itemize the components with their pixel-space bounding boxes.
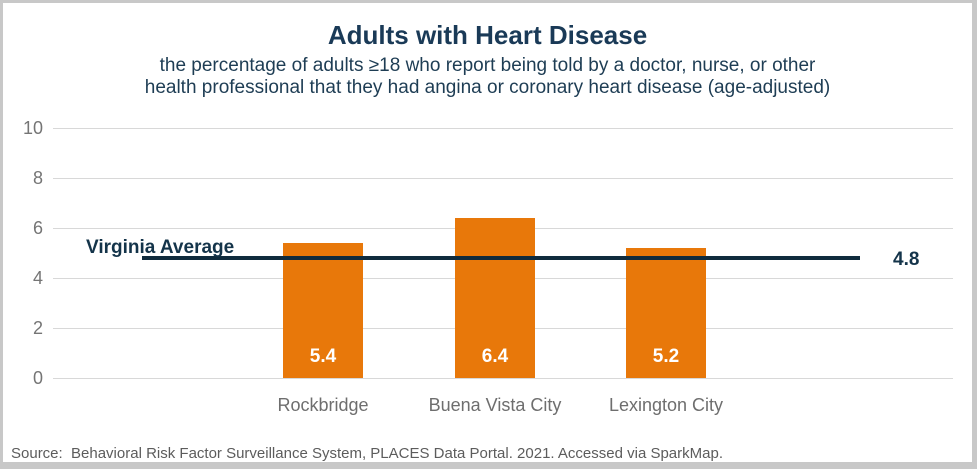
source-note: Source: Behavioral Risk Factor Surveilla… xyxy=(11,445,723,462)
ytick-label-4: 4 xyxy=(32,268,43,288)
chart-subtitle-line-1: the percentage of adults ≥18 who report … xyxy=(159,55,816,76)
category-label-buena-vista-city: Buena Vista City xyxy=(428,395,562,415)
category-label-lexington-city: Lexington City xyxy=(608,395,724,415)
chart-title: Adults with Heart Disease xyxy=(327,20,648,50)
chart-subtitle-line-2: health professional that they had angina… xyxy=(144,77,831,98)
ytick-label-8: 8 xyxy=(32,168,43,188)
ytick-label-10: 10 xyxy=(22,118,43,138)
ytick-label-2: 2 xyxy=(32,318,43,338)
bar-value-label: 6.4 xyxy=(481,346,509,367)
plot-area: 0 2 4 6 8 10 5.4 Rockbridge 6.4 Buena Vista City 5… xyxy=(3,3,972,462)
bar-value-label: 5.2 xyxy=(652,346,680,367)
bar-rockbridge: 5.4 xyxy=(283,243,363,378)
bar-value-label: 5.4 xyxy=(309,346,337,367)
virginia-average-line xyxy=(142,256,860,260)
gridline-y8 xyxy=(53,178,953,179)
virginia-average-value: 4.8 xyxy=(893,249,920,270)
bar-buena-vista-city: 6.4 xyxy=(455,218,535,378)
bar-lexington-city: 5.2 xyxy=(626,248,706,378)
gridline-y0 xyxy=(53,378,953,379)
category-label-rockbridge: Rockbridge xyxy=(277,395,369,415)
virginia-average-label: Virginia Average xyxy=(86,237,235,258)
gridline-y10 xyxy=(53,128,953,129)
ytick-label-0: 0 xyxy=(32,368,43,388)
ytick-label-6: 6 xyxy=(32,218,43,238)
